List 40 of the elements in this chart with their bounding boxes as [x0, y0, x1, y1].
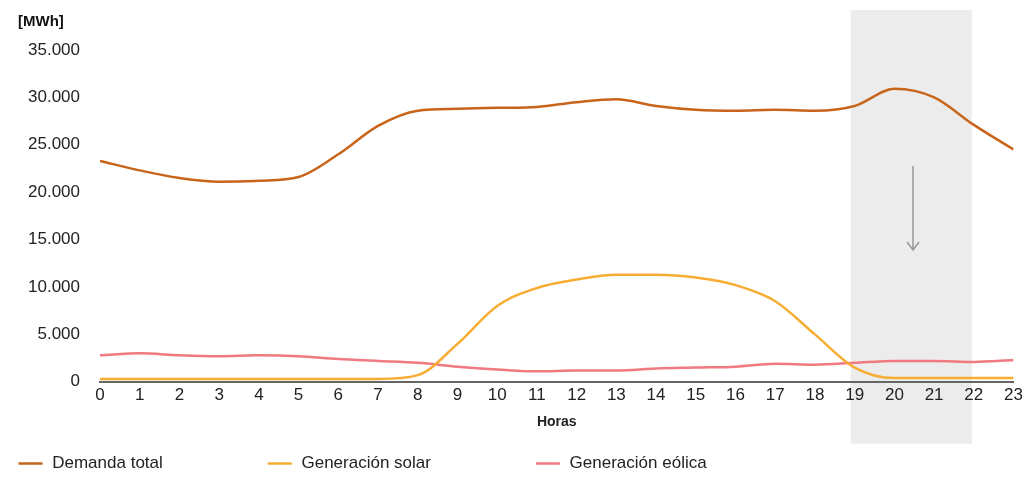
x-tick-label: 1: [134, 384, 145, 404]
line-series: [100, 87, 1014, 184]
x-tick-label: 13: [606, 384, 626, 404]
x-tick-label: 18: [805, 384, 825, 404]
y-tick-label: 30.000: [28, 87, 80, 107]
x-tick-label: 23: [1004, 384, 1024, 404]
x-axis-title: Horas: [536, 413, 577, 430]
x-tick-label: 14: [646, 384, 666, 404]
y-tick-label: 0: [70, 371, 80, 391]
x-tick-label: 6: [333, 384, 344, 404]
x-tick-label: 16: [726, 384, 745, 404]
y-tick-label: 20.000: [28, 181, 80, 201]
legend-label: Demanda total: [47, 453, 258, 473]
line-series: [100, 352, 1014, 373]
x-tick-label: 0: [95, 384, 105, 404]
x-tick-label: 17: [765, 384, 785, 404]
x-tick-label: 20: [884, 384, 904, 404]
x-tick-label: 5: [293, 384, 304, 404]
x-tick-label: 21: [924, 384, 944, 404]
y-tick-label: 5.000: [37, 324, 80, 344]
y-tick-label: 10.000: [28, 276, 80, 296]
x-tick-label: 15: [686, 384, 706, 404]
legend-label: Generación solar: [296, 453, 526, 473]
y-tick-label: 15.000: [28, 229, 80, 249]
legend-label: Generación eólica: [564, 453, 802, 473]
x-tick-label: 8: [413, 384, 423, 404]
x-tick-label: 19: [845, 384, 865, 404]
x-tick-label: 2: [174, 384, 185, 404]
x-tick-label: 10: [487, 384, 507, 404]
x-tick-label: 3: [214, 384, 224, 404]
line-series: [100, 273, 1014, 381]
y-tick-label: 35.000: [28, 39, 80, 59]
x-tick-label: 9: [452, 384, 463, 404]
y-tick-label: 25.000: [28, 134, 80, 154]
x-tick-label: 12: [567, 384, 587, 404]
x-tick-label: 22: [964, 384, 984, 404]
y-axis-title: [MWh]: [18, 11, 64, 29]
x-tick-label: 11: [528, 384, 546, 404]
x-tick-label: 7: [373, 384, 383, 404]
x-tick-label: 4: [254, 384, 264, 404]
